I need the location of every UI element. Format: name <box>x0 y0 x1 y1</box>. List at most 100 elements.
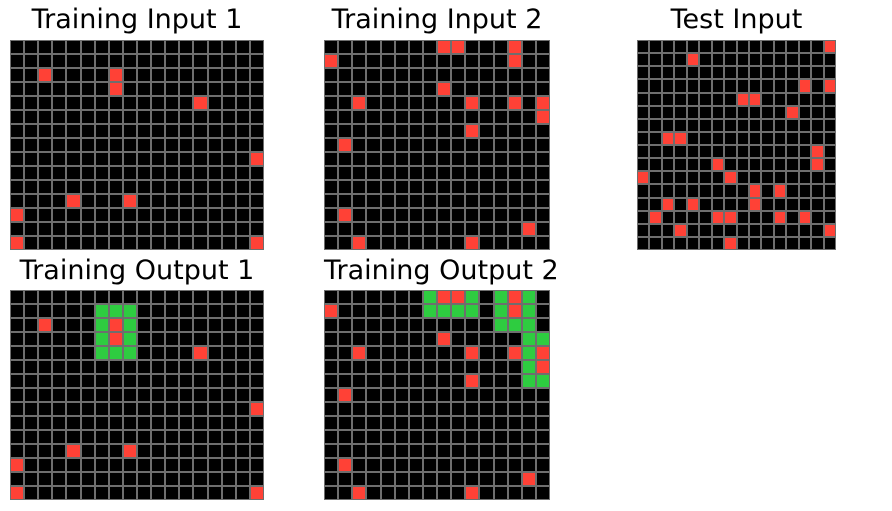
grid-cell <box>380 290 395 304</box>
grid-cell <box>408 472 423 486</box>
grid-cell <box>366 486 381 500</box>
grid-cell <box>465 416 480 430</box>
grid-cell <box>235 318 250 332</box>
grid-cell <box>108 110 123 124</box>
grid-cell <box>108 194 123 208</box>
grid-cell <box>535 40 550 54</box>
grid-cell <box>823 145 836 159</box>
grid-cell <box>761 66 774 80</box>
grid-cell <box>151 40 166 54</box>
grid-cell <box>761 210 774 224</box>
grid-cell <box>479 388 494 402</box>
grid-cell <box>165 374 180 388</box>
grid-cell <box>465 82 480 96</box>
grid-cell <box>80 110 95 124</box>
grid-cell <box>408 138 423 152</box>
grid-cell <box>724 197 737 211</box>
grid-cell <box>193 360 208 374</box>
grid-cell <box>686 118 700 132</box>
grid-cell <box>94 124 109 138</box>
grid-cell <box>811 184 824 198</box>
grid-cell <box>66 208 81 222</box>
grid-cell <box>94 82 109 96</box>
grid-cell <box>207 180 222 194</box>
grid-cell <box>465 458 480 472</box>
grid-cell <box>736 236 749 250</box>
grid-cell <box>535 236 550 250</box>
grid-cell <box>207 82 222 96</box>
grid-cell <box>786 158 799 172</box>
grid-cell <box>451 486 466 500</box>
grid-cell <box>761 131 774 145</box>
grid-cell <box>437 486 452 500</box>
grid-cell <box>736 40 749 54</box>
grid-cell <box>207 458 222 472</box>
grid-cell <box>773 223 787 237</box>
grid-cell <box>366 444 381 458</box>
grid-cell <box>24 402 39 416</box>
grid-cell <box>151 96 166 110</box>
grid-cell <box>366 124 381 138</box>
grid-cell <box>193 68 208 82</box>
grid-cell <box>773 184 787 198</box>
grid-cell <box>686 131 700 145</box>
grid-cell <box>479 318 494 332</box>
grid-cell <box>52 68 67 82</box>
grid-cell <box>207 374 222 388</box>
grid-cell <box>249 54 264 68</box>
grid-cell <box>122 402 137 416</box>
grid-cell <box>221 82 236 96</box>
grid-cell <box>380 444 395 458</box>
grid-cell <box>338 96 353 110</box>
grid-cell <box>451 54 466 68</box>
grid-cell <box>674 131 687 145</box>
grid-cell <box>637 53 650 67</box>
grid-cell <box>249 346 264 360</box>
grid-cell <box>136 430 152 444</box>
grid-cell <box>507 360 522 374</box>
grid-cell <box>736 171 749 185</box>
grid-cell <box>699 223 712 237</box>
grid-cell <box>151 124 166 138</box>
grid-cell <box>699 40 712 54</box>
grid-cell <box>394 374 409 388</box>
grid-cell <box>394 208 409 222</box>
grid-cell <box>748 40 762 54</box>
grid-cell <box>507 194 522 208</box>
grid-cell <box>408 96 423 110</box>
grid-cell <box>366 318 381 332</box>
grid-cell <box>408 444 423 458</box>
grid-cell <box>479 360 494 374</box>
grid-cell <box>179 416 194 430</box>
grid-cell <box>422 416 437 430</box>
grid-cell <box>52 444 67 458</box>
grid-cell <box>451 430 466 444</box>
grid-cell <box>352 318 367 332</box>
grid-cell <box>10 96 25 110</box>
grid-cell <box>773 118 787 132</box>
grid-cell <box>122 110 137 124</box>
grid-cell <box>94 96 109 110</box>
grid-cell <box>122 194 137 208</box>
grid-cell <box>437 346 452 360</box>
grid-cell <box>366 430 381 444</box>
grid-cell <box>521 110 536 124</box>
grid-cell <box>798 40 812 54</box>
grid-cell <box>235 194 250 208</box>
grid-cell <box>437 444 452 458</box>
grid-cell <box>465 166 480 180</box>
grid-cell <box>686 79 700 93</box>
grid-cell <box>10 458 25 472</box>
grid-cell <box>338 290 353 304</box>
grid-cell <box>521 54 536 68</box>
grid-cell <box>535 194 550 208</box>
grid-cell <box>661 171 675 185</box>
grid-cell <box>52 96 67 110</box>
grid-cell <box>207 402 222 416</box>
grid-cell <box>465 68 480 82</box>
grid-cell <box>422 402 437 416</box>
grid-cell <box>786 79 799 93</box>
grid-cell <box>24 166 39 180</box>
grid-cell <box>479 346 494 360</box>
grid-cell <box>724 92 737 106</box>
